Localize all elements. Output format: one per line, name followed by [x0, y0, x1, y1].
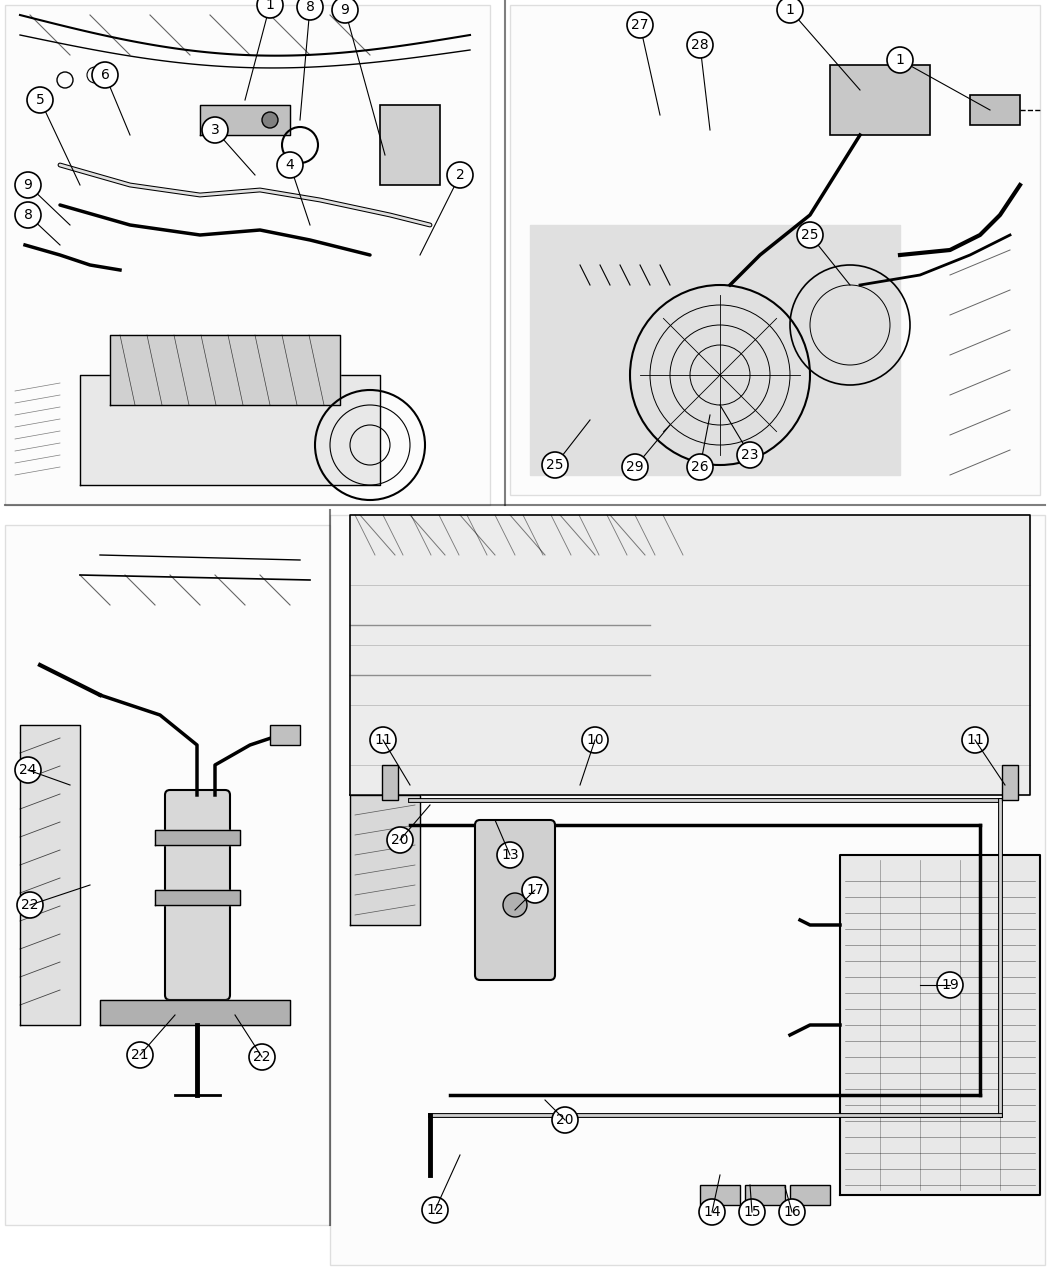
Text: 1: 1 [785, 3, 795, 17]
Circle shape [622, 454, 648, 479]
Polygon shape [530, 224, 900, 476]
Text: 16: 16 [783, 1205, 801, 1219]
FancyBboxPatch shape [746, 1184, 785, 1205]
Circle shape [15, 757, 41, 783]
FancyBboxPatch shape [1002, 765, 1018, 799]
Text: 24: 24 [19, 762, 37, 776]
Text: 25: 25 [801, 228, 819, 242]
Circle shape [887, 47, 914, 73]
Polygon shape [110, 335, 340, 405]
Circle shape [15, 172, 41, 198]
Text: 9: 9 [340, 3, 350, 17]
Circle shape [202, 117, 228, 143]
Text: 20: 20 [392, 833, 408, 847]
Circle shape [92, 62, 118, 88]
Circle shape [297, 0, 323, 20]
FancyBboxPatch shape [830, 65, 930, 135]
Circle shape [542, 453, 568, 478]
Circle shape [779, 1198, 805, 1225]
Circle shape [370, 727, 396, 754]
Circle shape [127, 1042, 153, 1068]
Text: 11: 11 [374, 733, 392, 747]
Circle shape [522, 877, 548, 903]
Polygon shape [155, 890, 240, 905]
Text: 22: 22 [253, 1051, 271, 1065]
FancyBboxPatch shape [165, 790, 230, 1000]
Text: 14: 14 [704, 1205, 720, 1219]
Text: 9: 9 [23, 179, 33, 193]
Polygon shape [350, 796, 420, 924]
Circle shape [797, 222, 823, 249]
Text: 20: 20 [556, 1113, 573, 1127]
Text: 23: 23 [741, 448, 759, 462]
Circle shape [582, 727, 608, 754]
Text: 13: 13 [501, 848, 519, 862]
Polygon shape [840, 856, 1040, 1195]
Circle shape [687, 454, 713, 479]
Polygon shape [20, 725, 80, 1025]
FancyBboxPatch shape [5, 525, 330, 1225]
Polygon shape [350, 515, 1030, 796]
Text: 28: 28 [691, 38, 709, 52]
Text: 25: 25 [546, 458, 564, 472]
Text: 2: 2 [456, 168, 464, 182]
Circle shape [249, 1044, 275, 1070]
Circle shape [497, 842, 523, 868]
Polygon shape [100, 1000, 290, 1025]
FancyBboxPatch shape [330, 515, 1045, 1265]
Circle shape [699, 1198, 724, 1225]
Circle shape [737, 442, 763, 468]
Text: 1: 1 [266, 0, 274, 11]
Text: 11: 11 [966, 733, 984, 747]
FancyBboxPatch shape [970, 96, 1020, 125]
Text: 8: 8 [306, 0, 314, 14]
Text: 12: 12 [426, 1204, 444, 1218]
Polygon shape [80, 375, 380, 484]
Circle shape [739, 1198, 765, 1225]
FancyBboxPatch shape [380, 105, 440, 185]
Text: 26: 26 [691, 460, 709, 474]
Text: 6: 6 [101, 68, 109, 82]
Circle shape [15, 201, 41, 228]
Circle shape [777, 0, 803, 23]
Circle shape [277, 152, 303, 179]
Text: 8: 8 [23, 208, 33, 222]
Circle shape [422, 1197, 448, 1223]
Circle shape [962, 727, 988, 754]
Circle shape [503, 892, 527, 917]
Text: 3: 3 [211, 122, 219, 136]
FancyBboxPatch shape [510, 5, 1040, 495]
Circle shape [447, 162, 473, 187]
Text: 1: 1 [896, 54, 904, 68]
Text: 15: 15 [743, 1205, 761, 1219]
Circle shape [387, 827, 413, 853]
Text: 29: 29 [626, 460, 644, 474]
Text: 4: 4 [286, 158, 294, 172]
Circle shape [937, 972, 963, 998]
Text: 22: 22 [21, 898, 39, 912]
Polygon shape [200, 105, 290, 135]
Text: 19: 19 [941, 978, 959, 992]
FancyBboxPatch shape [5, 5, 490, 505]
FancyBboxPatch shape [270, 725, 300, 745]
FancyBboxPatch shape [475, 820, 555, 980]
Circle shape [627, 11, 653, 38]
Circle shape [687, 32, 713, 57]
Polygon shape [155, 830, 240, 845]
Text: 10: 10 [586, 733, 604, 747]
FancyBboxPatch shape [382, 765, 398, 799]
Circle shape [262, 112, 278, 128]
Text: 21: 21 [131, 1048, 149, 1062]
Text: 17: 17 [526, 884, 544, 898]
FancyBboxPatch shape [700, 1184, 740, 1205]
FancyBboxPatch shape [790, 1184, 830, 1205]
Text: 27: 27 [631, 18, 649, 32]
Circle shape [27, 87, 52, 113]
Circle shape [332, 0, 358, 23]
Circle shape [257, 0, 284, 18]
Text: 5: 5 [36, 93, 44, 107]
Circle shape [552, 1107, 578, 1133]
Circle shape [214, 119, 226, 131]
Circle shape [17, 892, 43, 918]
